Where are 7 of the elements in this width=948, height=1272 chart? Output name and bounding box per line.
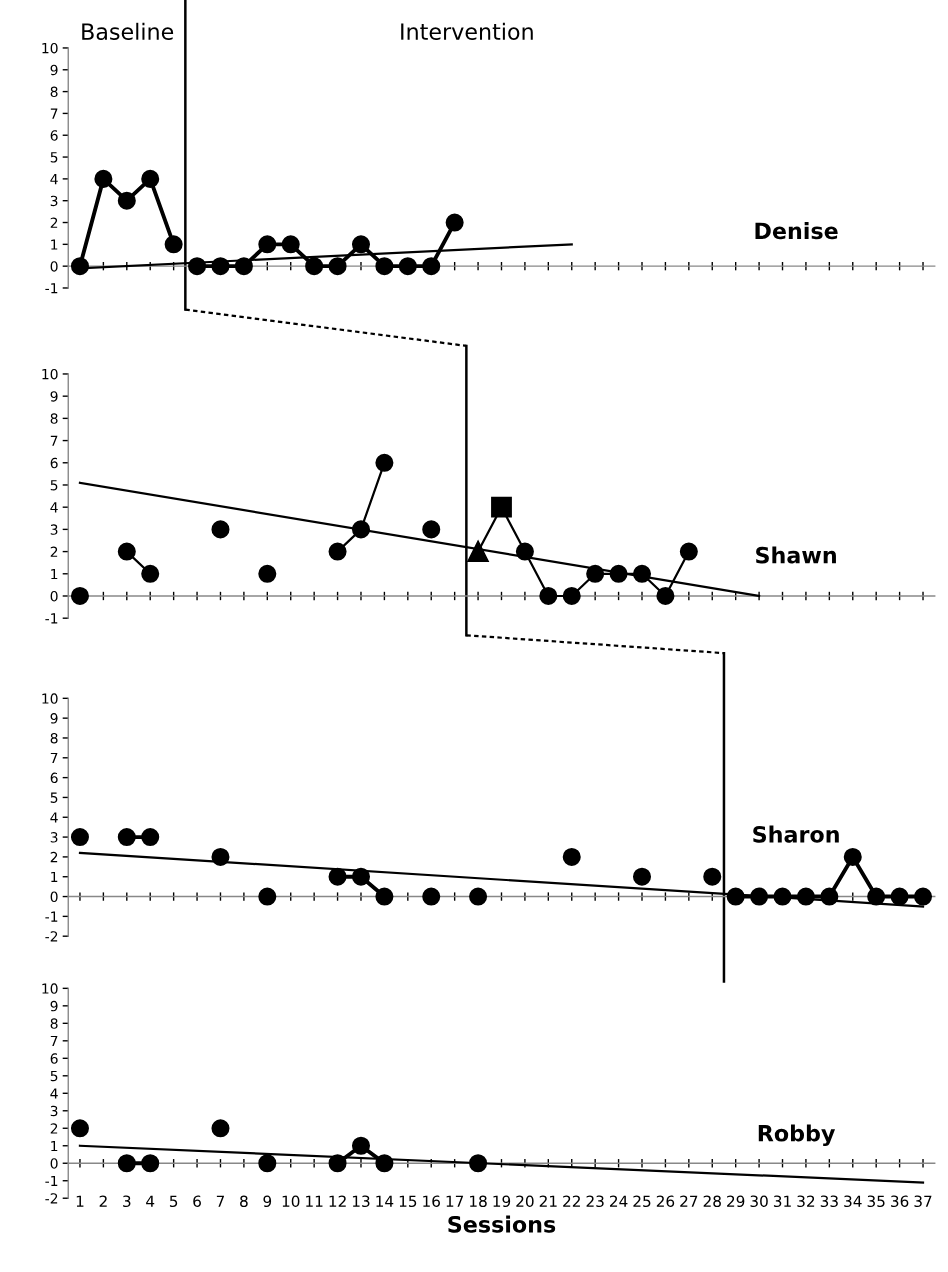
text: Shawn	[756, 546, 836, 564]
text: Intervention	[401, 22, 533, 40]
text: Baseline	[82, 22, 174, 40]
text: Denise	[755, 222, 838, 240]
text: Robby	[758, 1124, 836, 1147]
x-axis-title: Sessions	[448, 1215, 556, 1233]
text: Sharon	[753, 825, 839, 843]
